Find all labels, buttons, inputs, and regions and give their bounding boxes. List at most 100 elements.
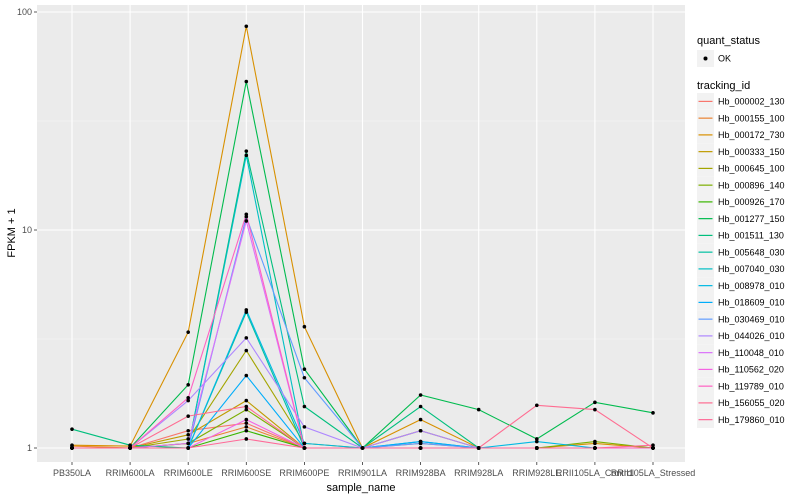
data-point	[418, 428, 423, 433]
data-point	[244, 308, 249, 312]
legend-label: Hb_000172_730	[718, 130, 785, 140]
data-point	[186, 446, 190, 450]
legend-label: Hb_005648_030	[718, 247, 785, 257]
data-point	[418, 441, 423, 446]
data-point	[186, 428, 190, 433]
legend-label: Hb_000645_100	[718, 164, 785, 174]
data-point	[244, 421, 249, 425]
data-point	[244, 428, 249, 433]
x-tick-label: RRII105LA_Control	[556, 468, 634, 478]
data-point	[186, 432, 190, 437]
data-point	[302, 446, 307, 450]
data-point	[128, 446, 132, 450]
data-point	[186, 398, 190, 403]
data-point	[418, 446, 423, 450]
shape-legend-items: OK	[697, 50, 731, 67]
data-point	[244, 425, 249, 429]
data-point	[244, 149, 249, 153]
data-point	[186, 382, 190, 387]
legend-label: Hb_000896_140	[718, 180, 785, 190]
data-point	[70, 427, 74, 431]
legend-label: Hb_179860_010	[718, 415, 785, 425]
x-tick-label: RRIM600SE	[221, 468, 271, 478]
minor-gridlines	[37, 120, 685, 340]
plot-panel	[37, 5, 685, 462]
data-point	[244, 417, 249, 422]
legend-point-symbol	[703, 56, 708, 61]
legend-label: Hb_007040_030	[718, 264, 785, 274]
y-tick-label: 100	[17, 7, 32, 17]
data-point	[244, 24, 249, 29]
data-point	[244, 407, 249, 412]
x-tick-label: RRIM600LE	[164, 468, 213, 478]
x-tick-label: RRIM928LE	[512, 468, 561, 478]
data-point	[593, 446, 597, 450]
y-axis-title: FPKM + 1	[6, 208, 18, 257]
color-legend-title: tracking_id	[697, 80, 750, 92]
major-gridlines	[37, 5, 685, 462]
data-point	[244, 212, 249, 217]
legend: quant_status OK tracking_id Hb_000002_13…	[697, 35, 785, 428]
x-tick-label: RRII105LA_Stressed	[611, 468, 696, 478]
legend-label: Hb_001511_130	[718, 231, 784, 241]
y-tick-label: 10	[22, 225, 32, 235]
legend-label: Hb_001277_150	[718, 214, 785, 224]
data-point	[593, 400, 597, 405]
data-point	[476, 407, 481, 412]
data-point	[535, 437, 539, 441]
data-point	[593, 439, 597, 444]
data-point	[535, 403, 539, 408]
legend-label: Hb_000155_100	[718, 113, 785, 123]
y-axis: 1 10 100	[17, 7, 37, 453]
data-point	[360, 446, 365, 450]
data-point	[302, 441, 307, 446]
data-point	[302, 324, 307, 329]
data-point	[302, 404, 307, 409]
legend-label: Hb_000002_130	[718, 97, 785, 107]
x-tick-label: RRIM928BA	[396, 468, 446, 478]
shape-legend-title: quant_status	[697, 35, 760, 47]
y-tick-label: 1	[27, 443, 32, 453]
data-point	[244, 348, 249, 353]
data-point	[651, 446, 655, 450]
data-point	[302, 367, 307, 371]
x-tick-label: RRIM901LA	[338, 468, 387, 478]
data-point	[186, 414, 190, 418]
data-point	[70, 446, 74, 450]
x-axis-title: sample_name	[326, 482, 395, 494]
data-point	[244, 398, 249, 403]
legend-label: Hb_000926_170	[718, 197, 785, 207]
data-point	[244, 404, 249, 409]
data-point	[418, 417, 423, 422]
data-point	[186, 441, 190, 446]
data-point	[244, 79, 249, 84]
x-axis: PB350LA RRIM600LA RRIM600LE RRIM600SE RRIM60…	[53, 462, 695, 478]
data-point	[186, 437, 190, 441]
data-point	[128, 443, 132, 448]
data-point	[651, 411, 655, 415]
x-tick-label: RRIM600LA	[106, 468, 155, 478]
x-tick-label: PB350LA	[53, 468, 91, 478]
series-points	[70, 24, 655, 450]
legend-label: Hb_008978_010	[718, 281, 785, 291]
legend-label: Hb_110048_010	[718, 348, 784, 358]
data-point	[418, 393, 423, 397]
data-point	[593, 407, 597, 412]
data-point	[535, 439, 539, 444]
data-point	[535, 446, 539, 450]
legend-label: Hb_018609_010	[718, 298, 785, 308]
data-point	[244, 437, 249, 441]
data-point	[418, 404, 423, 409]
legend-label: Hb_044026_010	[718, 331, 785, 341]
legend-label: Hb_110562_020	[718, 365, 784, 375]
legend-label: Hb_000333_150	[718, 147, 785, 157]
data-point	[302, 375, 307, 380]
data-point	[244, 336, 249, 340]
data-point	[186, 330, 190, 334]
legend-label: OK	[718, 54, 731, 64]
data-point	[651, 443, 655, 448]
data-point	[70, 443, 74, 448]
data-point	[302, 425, 307, 429]
legend-label: Hb_030469_010	[718, 314, 785, 324]
